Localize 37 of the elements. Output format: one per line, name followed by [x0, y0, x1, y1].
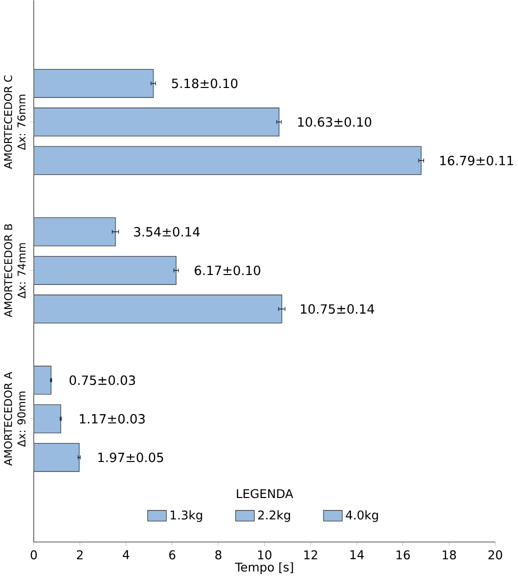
- bar: [34, 146, 422, 175]
- x-tick-label: 2: [76, 550, 82, 560]
- x-tick-label: 18: [442, 550, 456, 560]
- x-tick-label: 20: [488, 550, 502, 560]
- y-tick-label: AMORTECEDOR B Δx: 74mm: [4, 224, 26, 318]
- data-label: 5.18±0.10: [172, 78, 238, 88]
- legend-label: 2.2kg: [258, 510, 290, 522]
- legend-title: LEGENDA: [236, 489, 294, 498]
- bar: [34, 68, 154, 98]
- data-label: 1.17±0.03: [80, 414, 145, 424]
- data-label: 10.63±0.10: [298, 117, 372, 127]
- x-tick-label: 8: [215, 550, 222, 560]
- legend-label: 4.0kg: [346, 510, 378, 522]
- x-tick-label: 10: [258, 550, 272, 560]
- data-label: 10.75±0.14: [300, 304, 374, 314]
- data-label: 16.79±0.11: [440, 156, 513, 166]
- x-tick-label: 4: [122, 550, 130, 560]
- bar: [34, 366, 52, 395]
- bar: [34, 404, 61, 434]
- legend-label: 1.3kg: [170, 510, 202, 522]
- y-tick-label: AMORTECEDOR C Δx: 76mm: [4, 75, 26, 169]
- data-label: 3.54±0.14: [134, 226, 200, 237]
- bar: [34, 256, 176, 285]
- y-tick-label: AMORTECEDOR A Δx: 90mm: [4, 372, 26, 466]
- data-label: 0.75±0.03: [70, 375, 135, 386]
- x-axis-title: Tempo [s]: [234, 562, 293, 574]
- x-tick-label: 0: [30, 550, 37, 560]
- data-label: 6.17±0.10: [194, 266, 260, 276]
- x-tick-label: 14: [350, 550, 364, 560]
- bar: [34, 294, 282, 324]
- x-tick-label: 6: [169, 550, 176, 560]
- bar: [34, 442, 80, 472]
- data-label: 1.97±0.05: [98, 452, 163, 462]
- bar: [34, 108, 280, 136]
- x-tick-label: 16: [396, 550, 410, 560]
- bar: [34, 217, 116, 246]
- x-tick-label: 12: [304, 550, 318, 560]
